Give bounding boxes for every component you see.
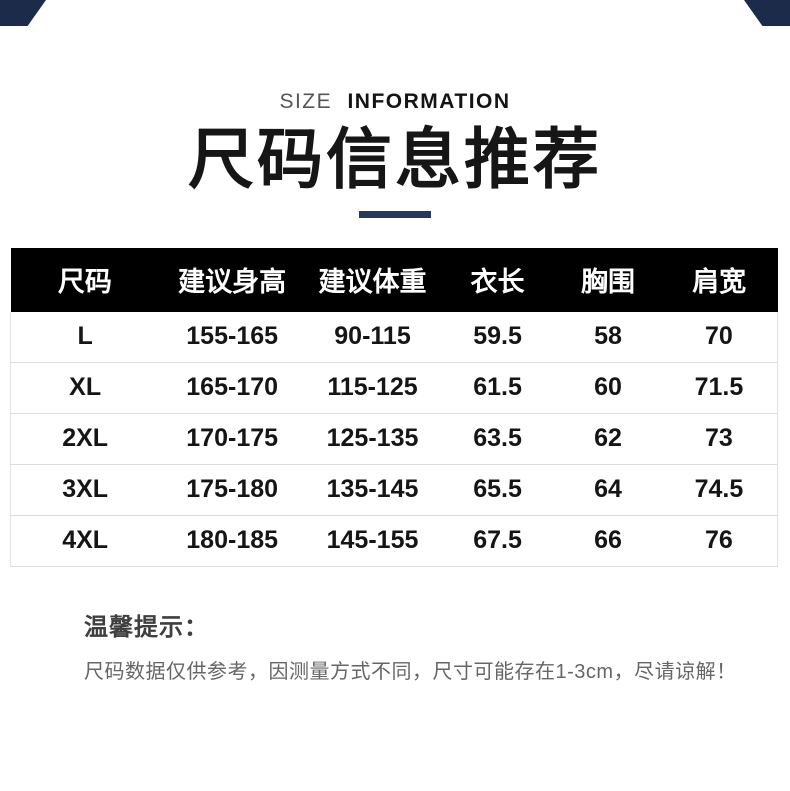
header-cell-weight: 建议体重 bbox=[305, 247, 440, 312]
table-cell: 59.5 bbox=[440, 311, 556, 363]
note-title: 温馨提示： bbox=[84, 613, 209, 641]
table-cell: 165-170 bbox=[159, 362, 306, 414]
table-cell: 4XL bbox=[10, 515, 160, 567]
header-cell-chest: 胸围 bbox=[555, 247, 661, 312]
eyebrow-light-text: SIZE bbox=[279, 90, 333, 113]
table-cell: 61.5 bbox=[440, 362, 556, 414]
table-cell: 74.5 bbox=[660, 464, 778, 516]
table-cell: 60 bbox=[555, 362, 661, 414]
reminder-note: 温馨提示： 尺码数据仅供参考，因测量方式不同，尺寸可能存在1-3cm，尽请谅解！ bbox=[84, 607, 750, 684]
header-row: 尺码 建议身高 建议体重 衣长 胸围 肩宽 bbox=[10, 247, 778, 312]
header-cell-size: 尺码 bbox=[10, 247, 160, 312]
table-cell: XL bbox=[10, 362, 160, 414]
header-cell-shoulder: 肩宽 bbox=[660, 247, 778, 312]
table-row: 2XL 170-175 125-135 63.5 62 73 bbox=[10, 413, 778, 465]
size-table-body: L 155-165 90-115 59.5 58 70 XL 165-170 115-125 61… bbox=[10, 311, 778, 567]
table-cell: 66 bbox=[555, 515, 661, 567]
table-cell: 70 bbox=[660, 311, 778, 363]
table-cell: 180-185 bbox=[159, 515, 306, 567]
table-row: XL 165-170 115-125 61.5 60 71.5 bbox=[10, 362, 778, 414]
table-cell: 125-135 bbox=[305, 413, 440, 465]
table-cell: 67.5 bbox=[440, 515, 556, 567]
table-cell: 170-175 bbox=[159, 413, 306, 465]
page-title: 尺码信息推荐 bbox=[188, 122, 602, 197]
table-cell: 115-125 bbox=[305, 362, 440, 414]
table-cell: 63.5 bbox=[440, 413, 556, 465]
table-cell: L bbox=[10, 311, 160, 363]
title-underline bbox=[359, 210, 431, 218]
size-table-header: 尺码 建议身高 建议体重 衣长 胸围 肩宽 bbox=[10, 247, 778, 312]
table-cell: 175-180 bbox=[159, 464, 306, 516]
table-cell: 90-115 bbox=[305, 311, 440, 363]
eyebrow-bold-text: INFORMATION bbox=[347, 90, 511, 113]
note-body: 尺码数据仅供参考，因测量方式不同，尺寸可能存在1-3cm，尽请谅解！ bbox=[84, 660, 737, 683]
corner-accent-right-icon bbox=[744, 0, 790, 26]
table-row: 3XL 175-180 135-145 65.5 64 74.5 bbox=[10, 464, 778, 516]
table-cell: 65.5 bbox=[440, 464, 556, 516]
table-cell: 62 bbox=[555, 413, 661, 465]
table-row: 4XL 180-185 145-155 67.5 66 76 bbox=[10, 515, 778, 567]
table-cell: 155-165 bbox=[159, 311, 306, 363]
table-row: L 155-165 90-115 59.5 58 70 bbox=[10, 311, 778, 363]
eyebrow-heading: SIZE INFORMATION bbox=[0, 90, 790, 113]
table-cell: 145-155 bbox=[305, 515, 440, 567]
header-cell-height: 建议身高 bbox=[159, 247, 306, 312]
table-cell: 135-145 bbox=[305, 464, 440, 516]
table-cell: 71.5 bbox=[660, 362, 778, 414]
table-cell: 3XL bbox=[10, 464, 160, 516]
header-cell-length: 衣长 bbox=[440, 247, 556, 312]
size-table: 尺码 建议身高 建议体重 衣长 胸围 肩宽 L 155-165 90-115 59.5… bbox=[10, 247, 778, 567]
table-cell: 73 bbox=[660, 413, 778, 465]
corner-accent-left-icon bbox=[0, 0, 46, 26]
table-cell: 64 bbox=[555, 464, 661, 516]
table-cell: 2XL bbox=[10, 413, 160, 465]
table-cell: 58 bbox=[555, 311, 661, 363]
table-cell: 76 bbox=[660, 515, 778, 567]
